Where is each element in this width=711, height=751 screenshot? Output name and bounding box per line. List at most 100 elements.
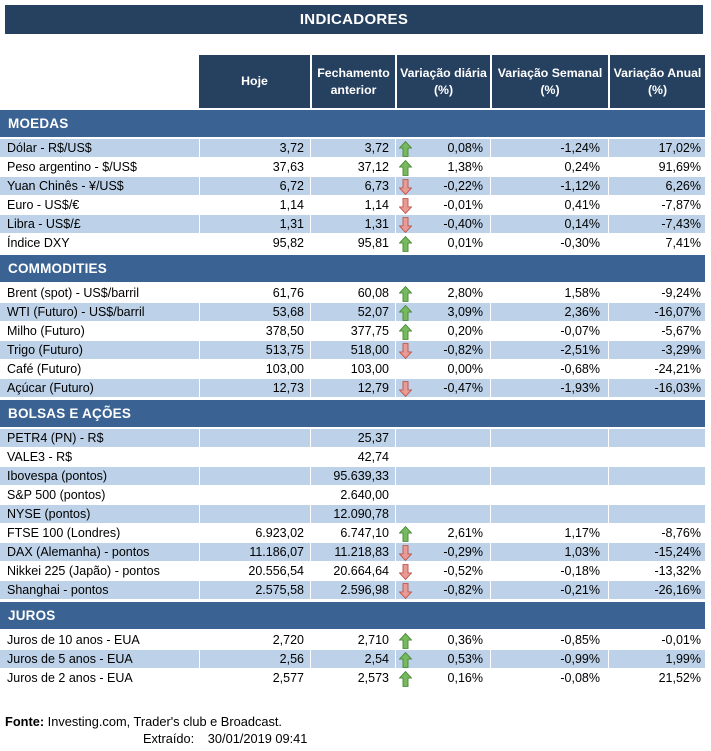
cell-anual [608, 448, 705, 466]
cell-hoje-value: 2,720 [272, 633, 304, 647]
cell-label-value: Dólar - R$/US$ [7, 141, 92, 155]
arrow-up-icon [399, 632, 412, 649]
cell-hoje [199, 429, 310, 447]
cell-diaria: -0,47% [395, 379, 490, 397]
cell-anual [608, 486, 705, 504]
cell-label-value: Ibovespa (pontos) [7, 469, 108, 483]
cell-prev: 37,12 [310, 158, 395, 176]
cell-prev-value: 518,00 [350, 343, 389, 357]
cell-prev: 2,573 [310, 669, 395, 687]
cell-label-value: Peso argentino - $/US$ [7, 160, 137, 174]
section-title: COMMODITIES [8, 261, 107, 276]
cell-prev-value: 52,07 [357, 305, 389, 319]
cell-diaria [395, 448, 490, 466]
cell-hoje-value: 20.556,54 [248, 564, 304, 578]
cell-semanal: -1,24% [490, 139, 608, 157]
table-row: Dólar - R$/US$ 3,72 3,72 0,08% -1,24% 17,02% [0, 139, 705, 158]
table-row: Brent (spot) - US$/barril 61,76 60,08 2,80%… [0, 284, 705, 303]
cell-diaria: 0,20% [395, 322, 490, 340]
cell-label-value: FTSE 100 (Londres) [7, 526, 121, 540]
arrow-up-icon [399, 651, 412, 668]
cell-semanal-value: -0,85% [560, 633, 600, 647]
cell-anual: -7,87% [608, 196, 705, 214]
cell-semanal-value: 0,24% [564, 160, 600, 174]
table-header-row: Hoje Fechamento anterior Variação diária… [0, 55, 705, 108]
cell-label: Açúcar (Futuro) [0, 379, 199, 397]
arrow-up-icon [399, 235, 412, 252]
cell-diaria: 0,00% [395, 360, 490, 378]
cell-label: S&P 500 (pontos) [0, 486, 199, 504]
cell-anual: 6,26% [608, 177, 705, 195]
cell-label: Juros de 2 anos - EUA [0, 669, 199, 687]
cell-hoje: 513,75 [199, 341, 310, 359]
cell-prev-value: 6.747,10 [340, 526, 389, 540]
extraction-timestamp: 30/01/2019 09:41 [207, 731, 308, 746]
cell-diaria-value: 0,16% [447, 671, 483, 685]
cell-prev: 12,79 [310, 379, 395, 397]
cell-diaria-value: 0,01% [447, 236, 483, 250]
cell-anual: -13,32% [608, 562, 705, 580]
cell-label: Milho (Futuro) [0, 322, 199, 340]
cell-prev: 95.639,33 [310, 467, 395, 485]
extraction-label: Extraído: [143, 731, 195, 746]
cell-hoje: 6.923,02 [199, 524, 310, 542]
arrow-down-icon [399, 380, 412, 397]
cell-diaria: -0,29% [395, 543, 490, 561]
cell-prev: 95,81 [310, 234, 395, 252]
cell-semanal: -0,08% [490, 669, 608, 687]
table-row: DAX (Alemanha) - pontos 11.186,07 11.218,8… [0, 543, 705, 562]
cell-semanal: 1,17% [490, 524, 608, 542]
cell-hoje: 2,577 [199, 669, 310, 687]
cell-diaria-value: -0,29% [443, 545, 483, 559]
cell-semanal-value: -0,21% [560, 583, 600, 597]
cell-label: Libra - US$/£ [0, 215, 199, 233]
cell-hoje [199, 467, 310, 485]
table-row: Euro - US$/€ 1,14 1,14 -0,01% 0,41% -7,87% [0, 196, 705, 215]
section-header: JUROS [0, 602, 705, 629]
cell-anual: 91,69% [608, 158, 705, 176]
arrow-down-icon [399, 563, 412, 580]
cell-prev: 6,73 [310, 177, 395, 195]
column-header-variacao-anual: Variação Anual (%) [608, 55, 705, 108]
cell-semanal-value: -0,68% [560, 362, 600, 376]
cell-semanal-value: -1,12% [560, 179, 600, 193]
cell-label-value: VALE3 - R$ [7, 450, 73, 464]
cell-label: VALE3 - R$ [0, 448, 199, 466]
cell-prev-value: 3,72 [364, 141, 389, 155]
cell-label: Peso argentino - $/US$ [0, 158, 199, 176]
cell-prev-value: 1,31 [364, 217, 389, 231]
cell-prev-value: 2,54 [364, 652, 389, 666]
table-row: NYSE (pontos) 12.090,78 [0, 505, 705, 524]
table-row: WTI (Futuro) - US$/barril 53,68 52,07 3,09%… [0, 303, 705, 322]
cell-anual [608, 505, 705, 523]
cell-prev-value: 6,73 [364, 179, 389, 193]
cell-semanal: -0,21% [490, 581, 608, 599]
table-row: Juros de 5 anos - EUA 2,56 2,54 0,53% -0,99%… [0, 650, 705, 669]
cell-label: Café (Futuro) [0, 360, 199, 378]
cell-hoje: 1,31 [199, 215, 310, 233]
table-row: Ibovespa (pontos) 95.639,33 [0, 467, 705, 486]
cell-prev: 103,00 [310, 360, 395, 378]
cell-prev-value: 2.640,00 [340, 488, 389, 502]
cell-semanal: 1,58% [490, 284, 608, 302]
cell-semanal: -1,12% [490, 177, 608, 195]
cell-anual: 1,99% [608, 650, 705, 668]
cell-prev: 20.664,64 [310, 562, 395, 580]
page-title-text: INDICADORES [299, 11, 409, 28]
cell-anual-value: -26,16% [654, 583, 701, 597]
cell-diaria-value: 0,08% [447, 141, 483, 155]
cell-anual-value: 91,69% [658, 160, 701, 174]
cell-diaria: -0,01% [395, 196, 490, 214]
section-header: BOLSAS E AÇÕES [0, 400, 705, 427]
cell-anual: -5,67% [608, 322, 705, 340]
cell-hoje-value: 2,56 [279, 652, 304, 666]
cell-hoje: 12,73 [199, 379, 310, 397]
cell-label-value: WTI (Futuro) - US$/barril [7, 305, 145, 319]
cell-diaria-value: -0,52% [443, 564, 483, 578]
arrow-up-icon [399, 159, 412, 176]
cell-label: Juros de 5 anos - EUA [0, 650, 199, 668]
cell-hoje: 61,76 [199, 284, 310, 302]
cell-label-value: NYSE (pontos) [7, 507, 91, 521]
cell-diaria: 2,61% [395, 524, 490, 542]
extraction-note: Extraído: 30/01/2019 09:41 [143, 731, 307, 746]
